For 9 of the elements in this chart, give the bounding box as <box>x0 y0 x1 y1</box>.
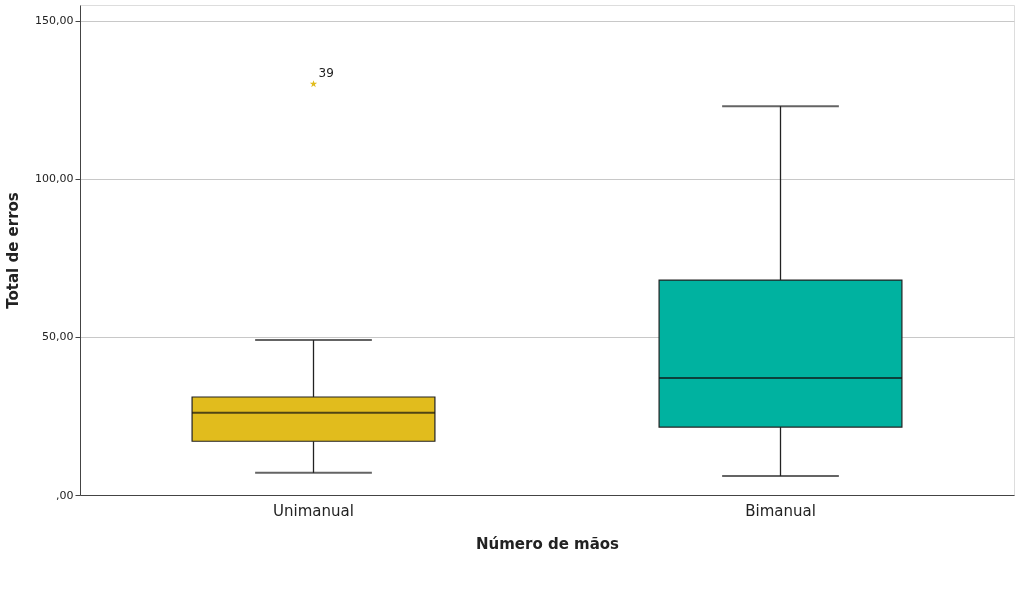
y-tick-label: ,00 <box>56 488 74 502</box>
y-tick-label: 100,00 <box>35 172 74 186</box>
annotation: 39 <box>318 66 334 81</box>
x-tick-label: Unimanual <box>273 501 354 520</box>
x-axis-title: Número de mãos <box>475 534 620 553</box>
y-tick-label: 50,00 <box>42 330 74 344</box>
y-tick-label: 150,00 <box>35 14 74 28</box>
y-axis-title: Total de erros <box>4 192 23 309</box>
x-tick-label: Bimanual <box>745 501 816 520</box>
